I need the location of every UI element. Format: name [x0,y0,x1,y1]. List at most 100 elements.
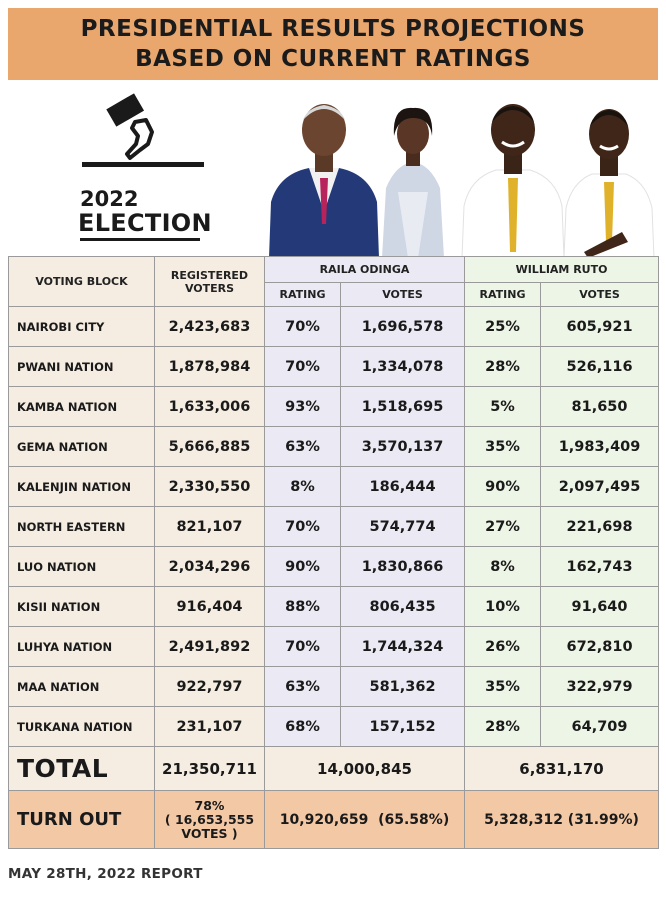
voting-block-name: KALENJIN NATION [8,466,155,507]
raila-votes-value: 1,830,866 [339,546,466,587]
raila-votes-value: 1,744,324 [339,626,466,667]
raila-rating-value: 70% [264,506,341,547]
turnout-row: TURN OUT 78% ( 16,653,555 VOTES ) 10,920… [8,790,660,849]
turnout-registered: 78% ( 16,653,555 VOTES ) [154,790,265,849]
raila-votes-value: 3,570,137 [339,426,466,467]
report-date: MAY 28TH, 2022 REPORT [8,866,203,882]
ruto-votes-value: 162,743 [540,546,660,587]
header-raila-rating: RATING [264,282,341,307]
registered-voters-value: 2,491,892 [154,626,265,667]
turnout-label: TURN OUT [8,790,155,849]
table-row: TURKANA NATION 231,107 68% 157,152 28% 64,709 [8,706,660,747]
turnout-percent: 78% [194,797,225,813]
ruto-votes-value: 605,921 [540,306,660,347]
election-word: ELECTION [78,209,212,237]
ruto-rating-value: 10% [464,586,542,627]
ruto-votes-value: 526,116 [540,346,660,387]
raila-votes-value: 806,435 [339,586,466,627]
registered-voters-value: 821,107 [154,506,265,547]
total-row: TOTAL 21,350,711 14,000,845 6,831,170 [8,746,660,791]
table-row: KAMBA NATION 1,633,006 93% 1,518,695 5% 81,65… [8,386,660,427]
results-table: VOTING BLOCK REGISTERED VOTERS RAILA ODI… [8,256,660,849]
table-row: NAIROBI CITY 2,423,683 70% 1,696,578 25% 605,… [8,306,660,347]
ruto-rating-value: 5% [464,386,542,427]
voting-block-name: LUHYA NATION [8,626,155,667]
ruto-rating-value: 28% [464,346,542,387]
ruto-votes-value: 322,979 [540,666,660,707]
voting-block-name: NORTH EASTERN [8,506,155,547]
header-ruto-votes: VOTES [540,282,660,307]
raila-votes-value: 581,362 [339,666,466,707]
ruto-votes-value: 672,810 [540,626,660,667]
ruto-votes-value: 91,640 [540,586,660,627]
raila-rating-value: 90% [264,546,341,587]
voting-block-name: MAA NATION [8,666,155,707]
raila-rating-value: 88% [264,586,341,627]
ruto-votes-value: 64,709 [540,706,660,747]
ruto-rating-value: 8% [464,546,542,587]
raila-rating-value: 68% [264,706,341,747]
raila-rating-value: 70% [264,346,341,387]
raila-rating-value: 70% [264,626,341,667]
voting-block-name: TURKANA NATION [8,706,155,747]
voting-block-name: NAIROBI CITY [8,306,155,347]
voting-block-name: KAMBA NATION [8,386,155,427]
ruto-rating-value: 25% [464,306,542,347]
ruto-rating-value: 27% [464,506,542,547]
total-ruto-votes: 6,831,170 [464,746,660,791]
header-raila-votes: VOTES [339,282,466,307]
registered-voters-value: 922,797 [154,666,265,707]
voting-block-name: PWANI NATION [8,346,155,387]
raila-odinga-photo [265,92,383,258]
ruto-rating-value: 28% [464,706,542,747]
ruto-votes-value: 81,650 [540,386,660,427]
header-william-ruto: WILLIAM RUTO [464,256,660,283]
raila-votes-value: 1,334,078 [339,346,466,387]
william-ruto-photo [460,92,566,258]
table-row: MAA NATION 922,797 63% 581,362 35% 322,979 [8,666,660,707]
raila-rating-value: 70% [264,306,341,347]
header-registered-voters: REGISTERED VOTERS [154,256,265,307]
registered-voters-value: 231,107 [154,706,265,747]
ruto-rating-value: 35% [464,426,542,467]
table-row: KISII NATION 916,404 88% 806,435 10% 91,640 [8,586,660,627]
table-row: GEMA NATION 5,666,885 63% 3,570,137 35% 1,983… [8,426,660,467]
registered-voters-value: 2,423,683 [154,306,265,347]
header-voting-block: VOTING BLOCK [8,256,155,307]
header-raila-odinga: RAILA ODINGA [263,256,466,283]
ruto-votes-value: 1,983,409 [540,426,660,467]
registered-voters-value: 5,666,885 [154,426,265,467]
title-line-2: BASED ON CURRENT RATINGS [135,46,531,72]
table-row: NORTH EASTERN 821,107 70% 574,774 27% 221,698 [8,506,660,547]
voting-block-name: KISII NATION [8,586,155,627]
ruto-rating-value: 26% [464,626,542,667]
raila-votes-value: 157,152 [339,706,466,747]
raila-votes-value: 1,696,578 [339,306,466,347]
registered-voters-value: 2,330,550 [154,466,265,507]
raila-rating-value: 8% [264,466,341,507]
turnout-votes-line: ( 16,653,555 [164,811,255,827]
turnout-raila: 10,920,659 (65.58%) [263,790,466,849]
voting-block-name: GEMA NATION [8,426,155,467]
total-registered-voters: 21,350,711 [154,746,265,791]
raila-votes-value: 1,518,695 [339,386,466,427]
registered-voters-value: 1,633,006 [154,386,265,427]
table-row: LUO NATION 2,034,296 90% 1,830,866 8% 162,743 [8,546,660,587]
registered-voters-value: 1,878,984 [154,346,265,387]
turnout-votes-word: VOTES ) [181,825,238,841]
ruto-rating-value: 90% [464,466,542,507]
table-row: KALENJIN NATION 2,330,550 8% 186,444 90% 2,09… [8,466,660,507]
registered-voters-value: 2,034,296 [154,546,265,587]
ruto-running-mate-photo [562,92,656,258]
total-label: TOTAL [8,746,155,791]
ruto-votes-value: 221,698 [540,506,660,547]
raila-rating-value: 63% [264,426,341,467]
raila-rating-value: 93% [264,386,341,427]
total-raila-votes: 14,000,845 [263,746,466,791]
ruto-votes-value: 2,097,495 [540,466,660,507]
table-row: PWANI NATION 1,878,984 70% 1,334,078 28% 526,… [8,346,660,387]
raila-votes-value: 186,444 [339,466,466,507]
raila-votes-value: 574,774 [339,506,466,547]
title-line-1: PRESIDENTIAL RESULTS PROJECTIONS [80,16,586,42]
table-row: LUHYA NATION 2,491,892 70% 1,744,324 26% 672,… [8,626,660,667]
